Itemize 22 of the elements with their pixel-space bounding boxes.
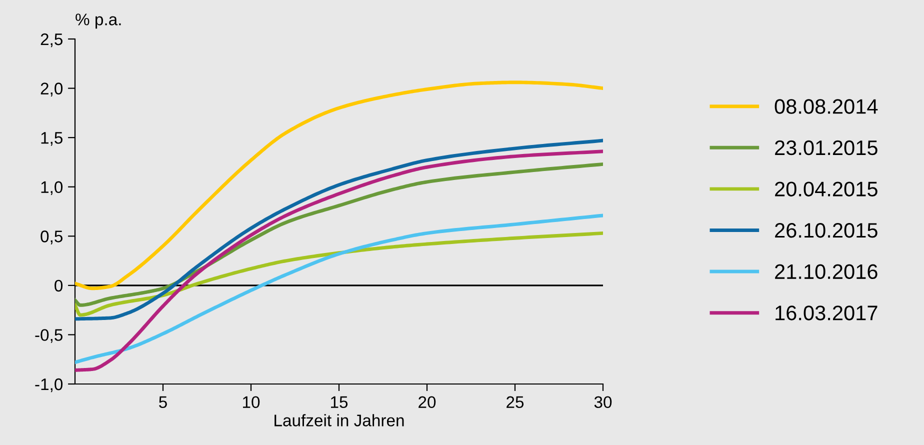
legend-label: 21.10.2016 — [775, 264, 878, 280]
y-axis-title: % p.a. — [76, 14, 121, 29]
y-tick-label: 1,5 — [41, 132, 62, 146]
y-tick-label: 2,0 — [40, 82, 63, 96]
x-tick-label: 20 — [418, 396, 436, 408]
x-tick-label: 10 — [243, 396, 260, 408]
x-tick-label: 30 — [594, 396, 612, 408]
legend-label: 26.10.2015 — [775, 222, 878, 238]
legend-label: 23.01.2015 — [775, 140, 878, 156]
y-tick-label: 2,5 — [40, 33, 62, 48]
y-tick-label: -1,0 — [35, 378, 63, 392]
legend-label: 16.03.2017 — [776, 306, 878, 320]
x-tick-label: 5 — [159, 396, 167, 408]
y-tick-label: -0,5 — [35, 329, 62, 343]
x-axis-title: Laufzeit in Jahren — [274, 414, 404, 426]
y-tick-label: 0,5 — [40, 230, 62, 244]
x-tick-label: 15 — [331, 396, 348, 408]
legend-label: 20.04.2015 — [775, 182, 878, 196]
legend-label: 08.08.2014 — [774, 99, 878, 114]
x-tick-label: 25 — [506, 396, 524, 408]
y-tick-label: 1,0 — [41, 181, 63, 196]
y-tick-label: 0 — [54, 280, 63, 292]
